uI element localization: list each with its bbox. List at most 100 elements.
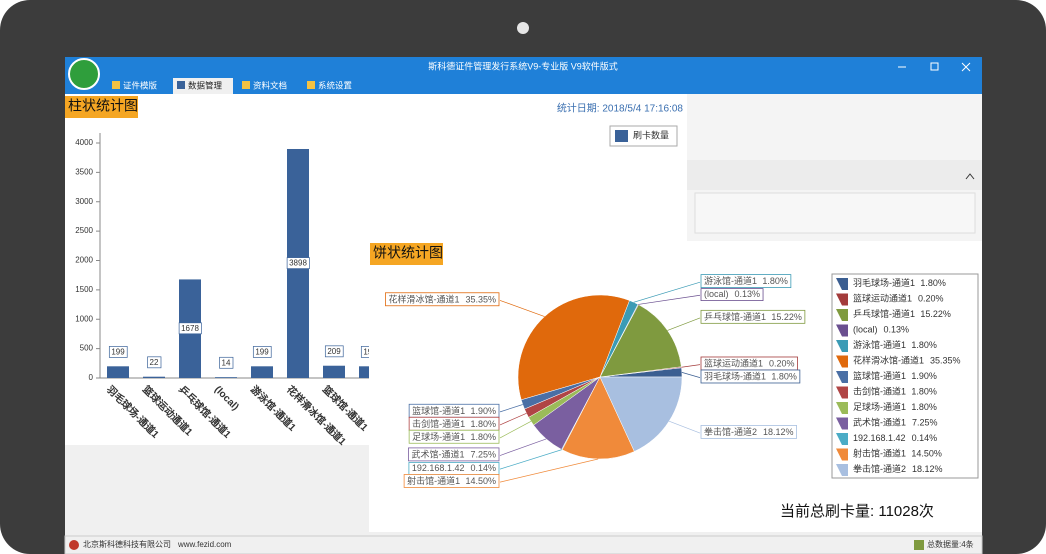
tab[interactable]: 证件模版	[123, 80, 158, 90]
leader-line	[499, 300, 545, 317]
slice-label-box	[700, 274, 792, 288]
legend-name: 击剑馆-通道1	[853, 386, 906, 397]
record-count: 总数据量:4条	[927, 539, 974, 549]
leader-line	[668, 420, 701, 434]
slice-name: 篮球运动通道1	[704, 358, 763, 369]
leader-line	[681, 372, 701, 378]
legend-label: 射击馆-通道1 14.50%	[853, 448, 942, 459]
slice-label: 射击馆-通道1 14.50%	[407, 475, 496, 486]
slice-value-label: 0.20%	[769, 359, 795, 369]
slice-name: 拳击馆-通道2	[704, 426, 757, 437]
slice-label-box	[385, 292, 500, 307]
legend-swatch	[836, 324, 848, 337]
count-icon	[914, 540, 924, 550]
tab[interactable]: 资料文档	[253, 80, 287, 90]
panel-title: 饼状统计图	[373, 245, 443, 261]
slice-name: 羽毛球场-通道1	[704, 371, 766, 382]
legend-name: 192.168.1.42	[853, 433, 906, 443]
slice-value-label: 7.25%	[470, 450, 496, 460]
slice-label: 篮球运动通道1 0.20%	[704, 358, 795, 369]
legend-value: 0.14%	[912, 433, 938, 443]
tab[interactable]: 系统设置	[318, 80, 353, 90]
legend-value: 0.13%	[884, 325, 910, 335]
legend-name: 乒乓球馆-通道1	[853, 308, 915, 319]
slice-value-label: 35.35%	[465, 295, 496, 305]
slice-name: 武术馆-通道1	[411, 449, 464, 460]
leader-line	[667, 317, 701, 331]
legend-swatch	[836, 371, 848, 383]
pie-slice	[599, 304, 682, 378]
slice-name: 花样滑冰馆-通道1	[388, 294, 459, 305]
legend-swatch	[836, 448, 848, 461]
slice-label-box	[700, 288, 764, 301]
value-label-box	[219, 356, 234, 369]
bar	[143, 376, 165, 378]
slice-value-label: 15.22%	[771, 312, 802, 322]
slice-label-box	[700, 425, 797, 439]
legend-name: 花样滑冰馆-通道1	[853, 355, 924, 366]
legend-swatch	[836, 402, 848, 414]
bar-value-label: 3898	[289, 259, 307, 268]
panel-title: 柱状统计图	[68, 98, 138, 114]
slice-label: 羽毛球场-通道1 1.80%	[704, 371, 797, 382]
bar	[251, 366, 273, 378]
legend-swatch	[615, 130, 628, 142]
legend-name: 游泳馆-通道1	[853, 339, 906, 350]
summary: 当前总刷卡量: 11028次	[780, 503, 934, 520]
slice-label-box	[700, 309, 806, 324]
value-label-box	[286, 257, 310, 269]
collapse-icon[interactable]	[965, 173, 975, 180]
legend-name: 拳击馆-通道2	[853, 463, 906, 474]
close[interactable]	[961, 62, 971, 72]
leader-line	[633, 281, 701, 303]
slice-label-box	[408, 429, 500, 444]
legend-swatch	[836, 340, 848, 352]
legend-label: 乒乓球馆-通道1 15.22%	[853, 308, 951, 319]
bar-value-label: 209	[327, 347, 341, 356]
maximize[interactable]	[930, 62, 939, 71]
value-label-box	[178, 322, 202, 335]
bar	[107, 366, 129, 378]
legend-value: 0.20%	[918, 294, 944, 304]
toolbar-buttons	[694, 192, 976, 234]
tab[interactable]: 数据管理	[188, 80, 223, 90]
y-tick-label: 2500	[75, 226, 93, 235]
bar-value-label: 1678	[181, 324, 199, 333]
slice-label-box	[408, 447, 500, 462]
slice-name: 篮球馆-通道1	[412, 405, 465, 416]
leader-line	[638, 294, 701, 305]
legend-value: 1.80%	[911, 340, 937, 350]
camera	[517, 22, 529, 34]
slice-name: 乒乓球馆-通道1	[704, 311, 766, 322]
legend-swatch	[836, 309, 848, 321]
pie-slice	[599, 376, 683, 452]
legend-value: 35.35%	[930, 356, 961, 366]
leader-line	[499, 421, 532, 439]
slice-label: (local) 0.13%	[704, 290, 760, 300]
legend-name: 射击馆-通道1	[853, 448, 906, 459]
slice-label-box	[700, 369, 801, 384]
legend-value: 18.12%	[912, 464, 943, 474]
company-icon	[69, 540, 79, 550]
legend-swatch	[836, 293, 848, 306]
legend-name: 篮球馆-通道1	[853, 370, 906, 381]
pie-slice	[517, 294, 630, 401]
stat-date: 统计日期: 2018/5/4 17:16:08	[557, 102, 684, 115]
slice-label: 拳击馆-通道2 18.12%	[704, 426, 794, 437]
slice-value-label: 1.80%	[470, 432, 496, 442]
pie-slice	[561, 376, 635, 460]
app-icon[interactable]	[68, 58, 100, 90]
legend-value: 7.25%	[912, 418, 938, 428]
slice-label: 篮球馆-通道1 1.90%	[412, 405, 496, 416]
slice-label: 花样滑冰馆-通道1 35.35%	[388, 294, 496, 305]
slice-label: 游泳馆-通道1 1.80%	[704, 276, 788, 287]
slice-name: 游泳馆-通道1	[704, 276, 757, 287]
slice-value-label: 1.90%	[470, 406, 496, 416]
company: 北京斯科德科技有限公司	[83, 539, 171, 549]
legend-label: 拳击馆-通道2 18.12%	[853, 463, 943, 474]
legend-swatch	[836, 355, 848, 368]
legend-label: (local) 0.13%	[853, 325, 909, 335]
